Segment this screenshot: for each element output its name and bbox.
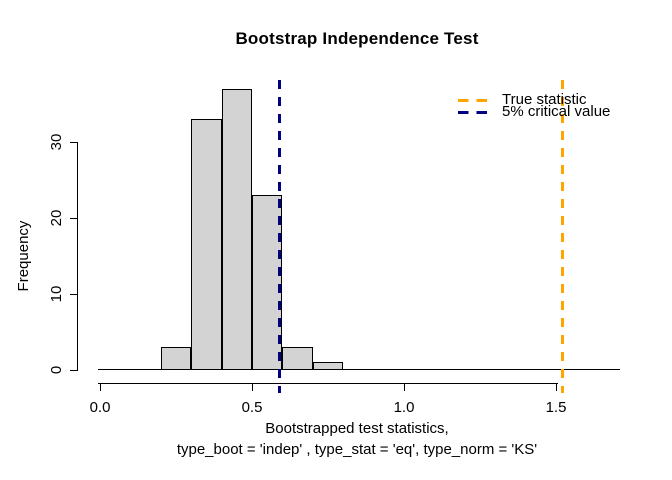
y-axis-tick-label: 20 xyxy=(48,209,65,227)
x-axis-title-line1: Bootstrapped test statistics, xyxy=(265,420,449,437)
y-axis-tick xyxy=(70,370,77,371)
x-axis-line xyxy=(98,383,558,384)
x-axis-tick-label: 0.5 xyxy=(241,399,263,416)
histogram-bar xyxy=(160,347,192,370)
x-axis-tick xyxy=(404,383,405,391)
y-axis-tick-label: 10 xyxy=(48,285,65,303)
baseline xyxy=(98,369,620,370)
true-statistic-line xyxy=(560,80,564,393)
y-axis-tick-label: 0 xyxy=(48,365,65,375)
5-critical-value-legend-line xyxy=(458,110,487,114)
y-axis-line xyxy=(77,142,78,371)
x-axis-title-line2: type_boot = 'indep' , type_stat = 'eq', … xyxy=(176,441,538,458)
legend-label: 5% critical value xyxy=(502,103,611,120)
chart-title: Bootstrap Independence Test xyxy=(235,29,479,48)
histogram-bar xyxy=(282,347,313,370)
true-statistic-legend-line xyxy=(458,98,487,102)
y-axis-tick-label: 30 xyxy=(48,133,65,151)
x-axis-tick-label: 1.5 xyxy=(545,399,567,416)
y-axis-tick xyxy=(70,294,77,295)
x-axis-tick xyxy=(556,383,557,391)
x-axis-tick xyxy=(100,383,101,391)
legend: True statistic 5% critical value xyxy=(458,91,611,120)
legend-item: 5% critical value xyxy=(458,103,611,120)
5-critical-value-line xyxy=(277,80,281,393)
x-axis-tick-label: 1.0 xyxy=(393,399,415,416)
x-axis-tick xyxy=(252,383,253,391)
histogram-bar xyxy=(252,195,283,370)
legend-item: True statistic xyxy=(458,91,610,108)
x-axis-tick-label: 0.0 xyxy=(89,399,111,416)
histogram-bar xyxy=(191,119,222,370)
y-axis-tick xyxy=(70,218,77,219)
y-axis-tick xyxy=(70,142,77,143)
legend-label: True statistic xyxy=(502,91,587,108)
histogram-bar xyxy=(221,88,252,370)
